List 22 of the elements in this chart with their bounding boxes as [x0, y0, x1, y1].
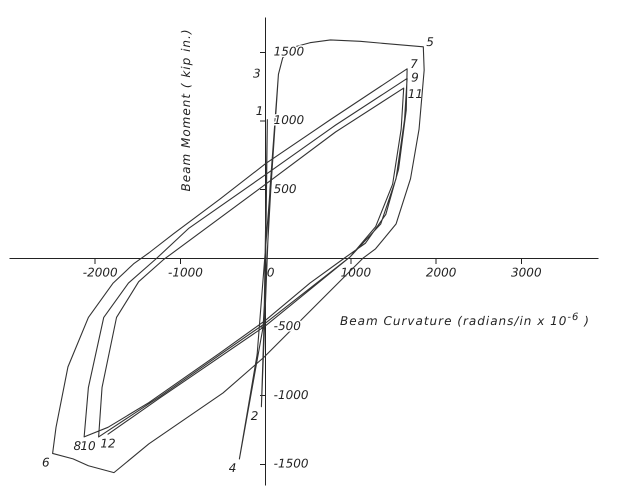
x-tick-label: 2000 [426, 266, 457, 280]
y-axis-title: Beam Moment ( kip in.) [179, 28, 193, 192]
annotation: 1 [256, 104, 264, 118]
annotation: 9 [411, 70, 419, 85]
annotation: 10 [80, 439, 96, 454]
annotation: 12 [100, 436, 116, 450]
x-tick-label: -1000 [168, 266, 204, 280]
annotation: 8 [74, 439, 82, 454]
x-tick-label: 0 [266, 266, 275, 280]
y-tick-label: -1500 [274, 456, 309, 471]
annotation: 2 [250, 408, 258, 423]
annotation: 6 [42, 456, 50, 470]
y-tick-label: -1000 [274, 388, 309, 402]
annotation: 3 [253, 66, 261, 80]
y-tick-label: 500 [274, 182, 297, 196]
annotation: 5 [426, 34, 434, 49]
annotation: 11 [408, 87, 423, 102]
annotation: 7 [410, 56, 418, 71]
x-axis-title: Beam Curvature (radians/in x 10$^{-6}$ ) [340, 312, 590, 328]
annotation: 4 [228, 461, 236, 476]
x-tick-label: 3000 [511, 266, 542, 280]
x-tick-label: -2000 [82, 266, 118, 280]
